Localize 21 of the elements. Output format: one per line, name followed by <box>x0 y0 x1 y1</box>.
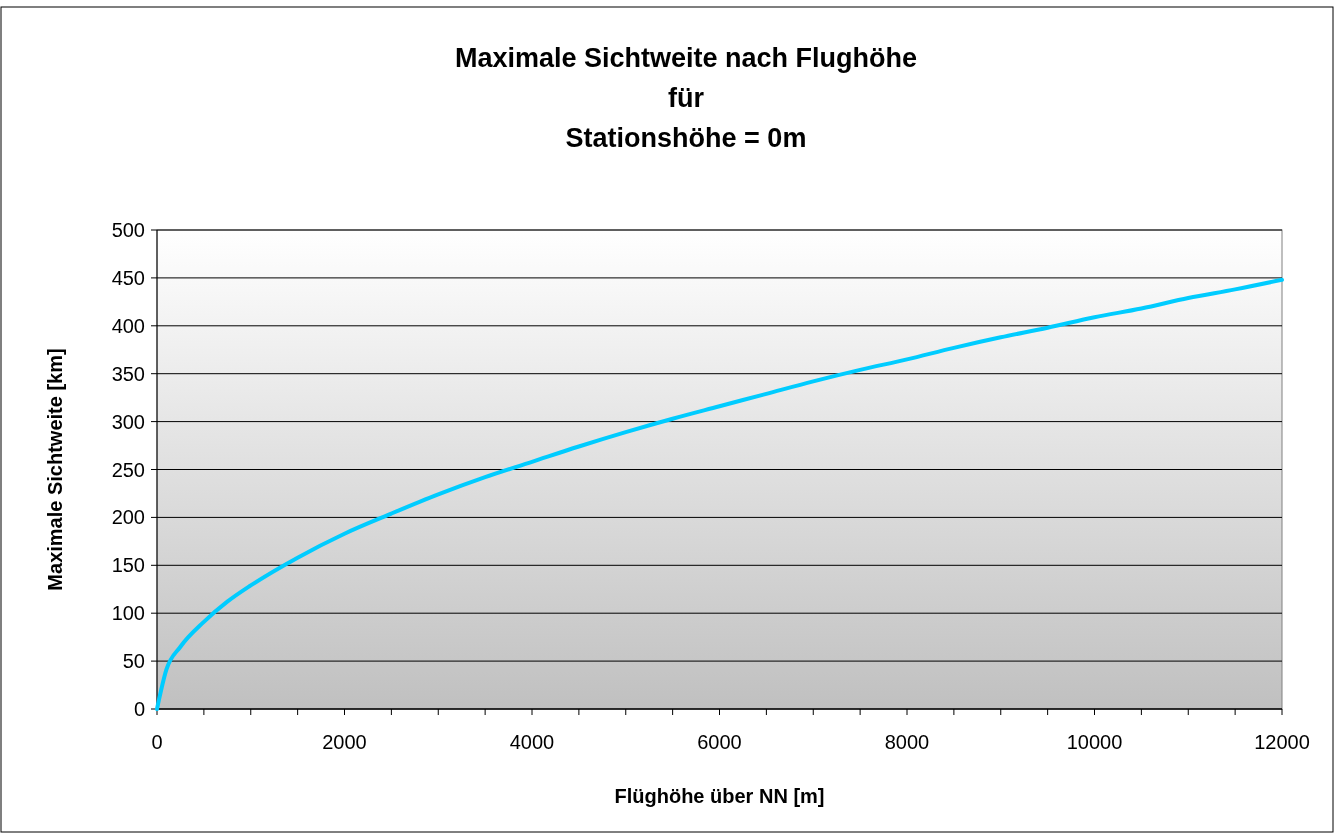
y-tick-label: 100 <box>111 602 145 625</box>
y-axis-title: Maximale Sichtweite [km] <box>44 348 66 591</box>
x-tick-label: 4000 <box>509 731 555 753</box>
y-tick-label: 250 <box>111 458 145 481</box>
y-tick-label: 300 <box>111 410 145 433</box>
y-tick-label: 500 <box>111 219 145 241</box>
y-tick-label: 150 <box>111 554 145 577</box>
y-tick-label: 200 <box>111 506 145 529</box>
y-tick-label: 50 <box>122 650 145 673</box>
x-tick-label: 12000 <box>1254 731 1310 753</box>
y-tick-label: 400 <box>111 314 145 337</box>
chart-title: Maximale Sichtweite nach Flughöhe für Stationshöhe = 0m <box>454 43 918 153</box>
x-axis-title: Flüghöhe über NN [m] <box>614 785 825 807</box>
y-tick-label: 0 <box>133 698 145 720</box>
x-tick-label: 8000 <box>884 731 930 753</box>
y-tick-label: 450 <box>111 266 145 289</box>
x-tick-label: 2000 <box>322 731 367 753</box>
x-tick-label: 0 <box>151 731 163 753</box>
x-tick-label: 6000 <box>697 731 742 753</box>
x-tick-label: 10000 <box>1066 731 1123 753</box>
y-tick-label: 350 <box>111 362 145 385</box>
